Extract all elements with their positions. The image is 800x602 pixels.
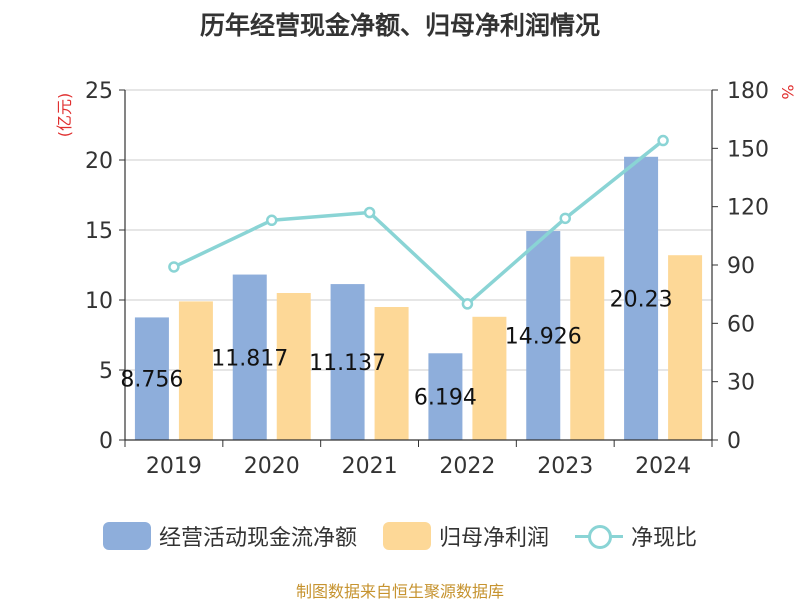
bar-cash-flow [134, 317, 169, 440]
x-tick-label: 2020 [244, 454, 300, 479]
bars [134, 156, 703, 440]
legend-item-net-profit[interactable]: 归母净利润 [382, 520, 549, 552]
data-labels: 8.756 11.817 11.137 6.194 14.926 20.23 [120, 287, 672, 410]
bar-cash-flow [624, 156, 659, 440]
data-label-cash-flow: 14.926 [505, 325, 582, 350]
x-tick-label: 2021 [342, 454, 398, 479]
legend-swatch-ratio [575, 522, 623, 550]
legend: 经营活动现金流净额 归母净利润 净现比 [0, 516, 800, 556]
y2-tick-label: 90 [727, 254, 755, 279]
y-tick-label: 25 [85, 79, 113, 104]
ratio-point [168, 261, 180, 273]
legend-label-net-profit: 归母净利润 [438, 526, 549, 551]
x-tick-label: 2024 [635, 454, 691, 479]
bar-net-profit [178, 301, 213, 440]
legend-item-ratio[interactable]: 净现比 [575, 520, 697, 552]
ratio-point [559, 212, 571, 225]
ratio-line-path [173, 139, 665, 306]
bar-net-profit [472, 316, 507, 440]
bar-net-profit [668, 255, 703, 440]
ratio-point [657, 134, 669, 147]
axes: 0 5 10 15 20 25 0 30 60 90 120 150 180 (亿元)% 2019 2020 2… [55, 79, 797, 479]
bar-net-profit [374, 307, 409, 440]
x-tick-label: 2019 [146, 454, 202, 479]
y-tick-label: 20 [85, 149, 113, 174]
ratio-point [363, 206, 376, 219]
legend-label-cash-flow: 经营活动现金流净额 [158, 526, 357, 551]
ratio-line [168, 134, 669, 310]
legend-label-ratio: 净现比 [631, 526, 698, 551]
data-label-cash-flow: 20.23 [610, 287, 673, 312]
bar-cash-flow [232, 274, 267, 440]
bar-cash-flow [526, 231, 561, 440]
bar-net-profit [570, 256, 605, 440]
data-label-cash-flow: 11.137 [309, 351, 386, 376]
bar-net-profit [276, 293, 311, 440]
chart-title: 历年经营现金净额、归母净利润情况 [199, 11, 600, 40]
x-tick-label: 2022 [439, 454, 495, 479]
y2-tick-label: 30 [727, 371, 755, 396]
data-label-cash-flow: 11.817 [211, 346, 288, 371]
data-label-cash-flow: 6.194 [414, 386, 477, 411]
y-axis-unit: (亿元) [55, 93, 74, 138]
x-tick-label: 2023 [537, 454, 593, 479]
ratio-point [266, 214, 278, 227]
ratio-point [461, 298, 474, 310]
y2-tick-label: 180 [727, 79, 769, 104]
grid-lines [125, 89, 712, 371]
legend-swatch-net-profit [382, 522, 431, 550]
legend-swatch-cash-flow [102, 522, 151, 550]
data-label-cash-flow: 8.756 [120, 368, 183, 393]
bar-cash-flow [428, 353, 463, 440]
y-tick-label: 10 [85, 289, 113, 314]
y2-tick-label: 0 [727, 429, 741, 454]
y2-axis-unit: % [778, 84, 797, 99]
y2-tick-label: 150 [727, 137, 769, 162]
y2-tick-label: 120 [727, 196, 769, 221]
y-tick-label: 15 [85, 219, 113, 244]
y2-tick-label: 60 [727, 312, 755, 337]
y-tick-label: 0 [99, 429, 113, 454]
legend-item-cash-flow[interactable]: 经营活动现金流净额 [102, 520, 357, 552]
y-tick-label: 5 [99, 359, 113, 384]
source-note: 制图数据来自恒生聚源数据库 [295, 582, 504, 601]
bar-cash-flow [330, 284, 365, 440]
